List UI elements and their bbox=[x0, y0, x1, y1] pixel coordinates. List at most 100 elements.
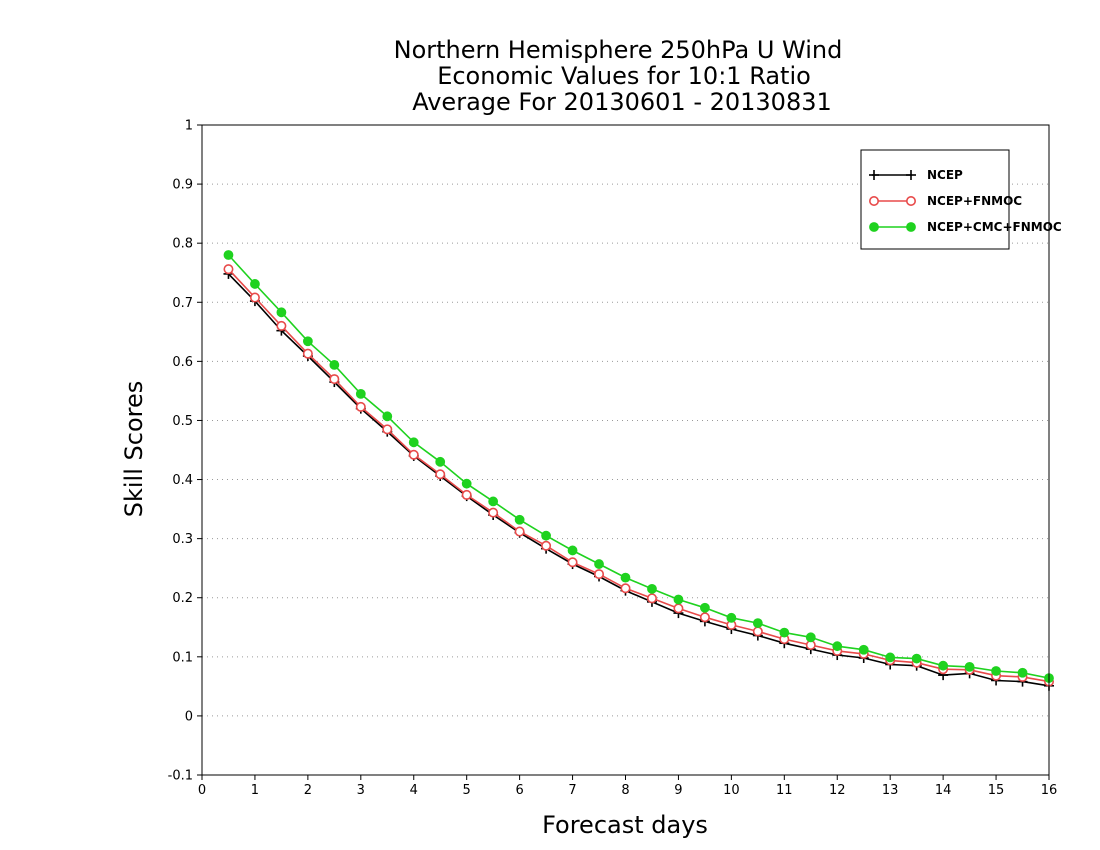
y-tick-label: 0.2 bbox=[172, 591, 193, 606]
data-point bbox=[647, 583, 657, 594]
legend-entry: NCEP bbox=[869, 168, 963, 182]
legend-label: NCEP+FNMOC bbox=[927, 194, 1022, 208]
data-point bbox=[355, 401, 366, 412]
x-tick-label: 11 bbox=[776, 783, 793, 798]
data-point bbox=[594, 569, 605, 580]
y-tick-label: 0.9 bbox=[172, 178, 193, 193]
data-point bbox=[832, 641, 843, 652]
data-point bbox=[620, 583, 631, 594]
x-tick-label: 15 bbox=[988, 783, 1005, 798]
data-point bbox=[906, 222, 916, 232]
legend-entry: NCEP+FNMOC bbox=[868, 194, 1022, 208]
x-tick-label: 8 bbox=[621, 783, 629, 798]
y-tick-label: 0.5 bbox=[172, 414, 193, 429]
x-tick-label: 0 bbox=[198, 783, 206, 798]
data-point bbox=[514, 526, 525, 537]
data-point bbox=[594, 559, 604, 569]
data-point bbox=[435, 469, 446, 480]
data-point bbox=[488, 507, 499, 518]
y-axis-label: Skill Scores bbox=[120, 381, 148, 518]
series-line bbox=[227, 254, 1050, 679]
y-tick-label: 1 bbox=[185, 119, 193, 134]
data-point bbox=[869, 222, 879, 232]
series-line bbox=[227, 273, 1050, 687]
x-tick-label: 9 bbox=[674, 783, 682, 798]
data-point bbox=[964, 661, 975, 672]
data-point bbox=[673, 594, 684, 605]
x-tick-label: 13 bbox=[882, 783, 899, 798]
data-point bbox=[223, 264, 234, 275]
data-point bbox=[620, 572, 631, 583]
y-tick-label: 0.4 bbox=[172, 473, 193, 488]
data-point bbox=[869, 170, 879, 180]
data-point bbox=[699, 612, 710, 623]
data-point bbox=[302, 348, 313, 359]
x-tick-label: 10 bbox=[723, 783, 740, 798]
y-tick-label: 0.3 bbox=[172, 532, 193, 547]
y-tick-label: 0.6 bbox=[172, 355, 193, 370]
series-line bbox=[227, 268, 1050, 683]
data-point bbox=[461, 478, 472, 489]
x-tick-label: 3 bbox=[357, 783, 365, 798]
data-point bbox=[355, 388, 366, 399]
data-point bbox=[435, 456, 446, 467]
y-tick-label: -0.1 bbox=[168, 769, 193, 784]
data-point bbox=[276, 307, 287, 318]
data-point bbox=[858, 644, 869, 655]
x-tick-label: 4 bbox=[410, 783, 418, 798]
x-tick-label: 14 bbox=[935, 783, 952, 798]
data-point bbox=[329, 360, 340, 370]
legend-label: NCEP+CMC+FNMOC bbox=[927, 220, 1062, 234]
data-point bbox=[938, 660, 949, 671]
series-ncep bbox=[223, 268, 1054, 691]
data-point bbox=[991, 666, 1001, 676]
data-point bbox=[752, 618, 763, 629]
chart-title-line-1: Northern Hemisphere 250hPa U Wind bbox=[394, 36, 843, 64]
series-ncep-cmc-fnmoc bbox=[223, 250, 1054, 683]
data-point bbox=[302, 336, 313, 347]
data-point bbox=[885, 652, 896, 663]
data-point bbox=[646, 593, 657, 604]
data-point bbox=[250, 279, 260, 289]
data-point bbox=[541, 530, 551, 541]
y-tick-label: 0 bbox=[185, 709, 193, 724]
grid-lines bbox=[202, 183, 1049, 717]
y-tick-label: 0.7 bbox=[172, 296, 193, 311]
chart-title-line-3: Average For 20130601 - 20130831 bbox=[412, 88, 832, 116]
legend: NCEP NCEP+FNMOC NCEP+CMC+FNMOC bbox=[860, 149, 1062, 250]
data-point bbox=[752, 626, 763, 637]
data-point bbox=[514, 514, 525, 525]
data-point bbox=[461, 489, 472, 500]
y-tick-label: 0.8 bbox=[172, 237, 193, 252]
data-point bbox=[329, 374, 340, 385]
data-point bbox=[1017, 667, 1028, 678]
data-point bbox=[382, 424, 393, 435]
data-point bbox=[276, 320, 287, 331]
data-point bbox=[700, 602, 710, 613]
data-point bbox=[488, 496, 499, 507]
data-point bbox=[726, 612, 737, 623]
x-tick-label: 12 bbox=[829, 783, 846, 798]
x-axis-label: Forecast days bbox=[542, 811, 708, 839]
legend-label: NCEP bbox=[927, 168, 963, 182]
data-point bbox=[249, 292, 260, 303]
x-tick-label: 6 bbox=[515, 783, 523, 798]
x-tick-label: 2 bbox=[304, 783, 312, 798]
data-point bbox=[905, 196, 916, 207]
data-point bbox=[382, 411, 393, 422]
legend-box bbox=[860, 149, 1010, 250]
data-point bbox=[673, 603, 684, 614]
data-point bbox=[567, 557, 578, 568]
series-ncep-fnmoc bbox=[223, 264, 1055, 687]
chart-title: Northern Hemisphere 250hPa U Wind Econom… bbox=[394, 36, 843, 116]
data-point bbox=[911, 653, 922, 664]
legend-entry: NCEP+CMC+FNMOC bbox=[869, 220, 1062, 234]
x-axis: 0 1 2 3 4 5 6 7 8 9 10 11 12 13 14 15 16 bbox=[198, 775, 1057, 798]
data-point bbox=[223, 250, 234, 260]
x-tick-label: 5 bbox=[463, 783, 471, 798]
data-point bbox=[541, 540, 552, 551]
data-point bbox=[779, 627, 790, 638]
series-layer bbox=[223, 250, 1055, 691]
y-axis: -0.1 0 0.1 0.2 0.3 0.4 0.5 0.6 0.7 0.8 0.9 1 bbox=[168, 119, 202, 784]
chart-title-line-2: Economic Values for 10:1 Ratio bbox=[437, 62, 811, 90]
